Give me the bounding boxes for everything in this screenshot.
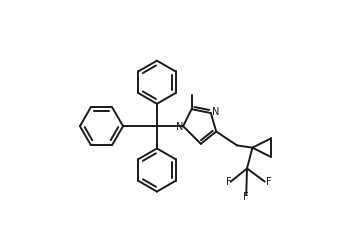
Text: F: F: [226, 177, 231, 187]
Text: F: F: [266, 177, 271, 187]
Text: N: N: [212, 107, 219, 117]
Text: N: N: [176, 122, 183, 132]
Text: F: F: [243, 192, 249, 202]
